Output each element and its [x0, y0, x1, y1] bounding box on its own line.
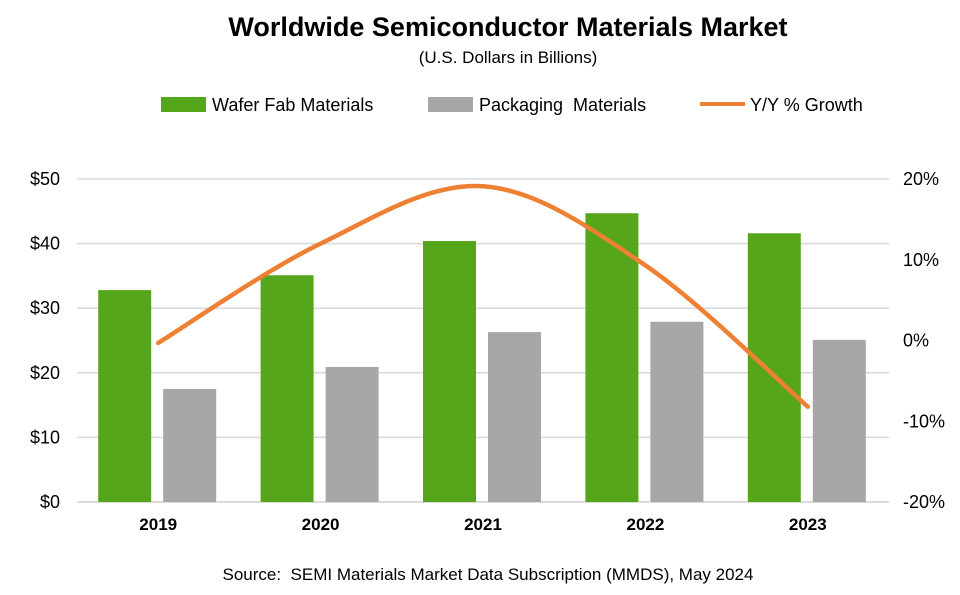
source-note: Source: SEMI Materials Market Data Subsc…	[223, 565, 754, 584]
x-tick-label: 2019	[139, 515, 177, 534]
y-right-tick-label: 0%	[903, 331, 929, 351]
x-tick-label: 2021	[464, 515, 502, 534]
bar-packaging	[650, 321, 704, 502]
legend-label-packaging: Packaging Materials	[479, 95, 646, 115]
chart-title: Worldwide Semiconductor Materials Market	[228, 12, 787, 42]
bar-wafer-fab	[260, 275, 314, 502]
legend-label-growth: Y/Y % Growth	[750, 95, 863, 115]
chart-subtitle: (U.S. Dollars in Billions)	[419, 48, 598, 67]
y-left-tick-label: $30	[30, 298, 60, 318]
legend-swatch-wafer-fab	[161, 97, 206, 112]
bar-packaging	[163, 388, 217, 502]
y-left-tick-label: $10	[30, 427, 60, 447]
x-tick-label: 2023	[789, 515, 827, 534]
bar-packaging	[325, 366, 379, 502]
y-right-tick-label: -20%	[903, 492, 945, 512]
line-yy-growth	[155, 183, 811, 409]
bar-packaging	[488, 332, 541, 502]
bar-wafer-fab	[98, 290, 152, 502]
legend-swatch-packaging	[428, 97, 473, 112]
legend-label-wafer-fab: Wafer Fab Materials	[212, 95, 373, 115]
y-left-tick-label: $40	[30, 234, 60, 254]
x-tick-label: 2020	[302, 515, 340, 534]
bar-packaging	[812, 339, 866, 502]
y-right-tick-label: 10%	[903, 250, 939, 270]
bar-wafer-fab	[423, 241, 476, 503]
x-tick-label: 2022	[626, 515, 664, 534]
y-left-tick-label: $50	[30, 169, 60, 189]
bar-wafer-fab	[747, 233, 801, 503]
y-left-tick-label: $0	[40, 492, 60, 512]
y-right-tick-label: 20%	[903, 169, 939, 189]
bar-wafer-fab	[585, 213, 639, 502]
legend: Wafer Fab Materials Packaging Materials …	[161, 95, 863, 115]
y-left-tick-label: $20	[30, 363, 60, 383]
y-right-tick-label: -10%	[903, 411, 945, 431]
